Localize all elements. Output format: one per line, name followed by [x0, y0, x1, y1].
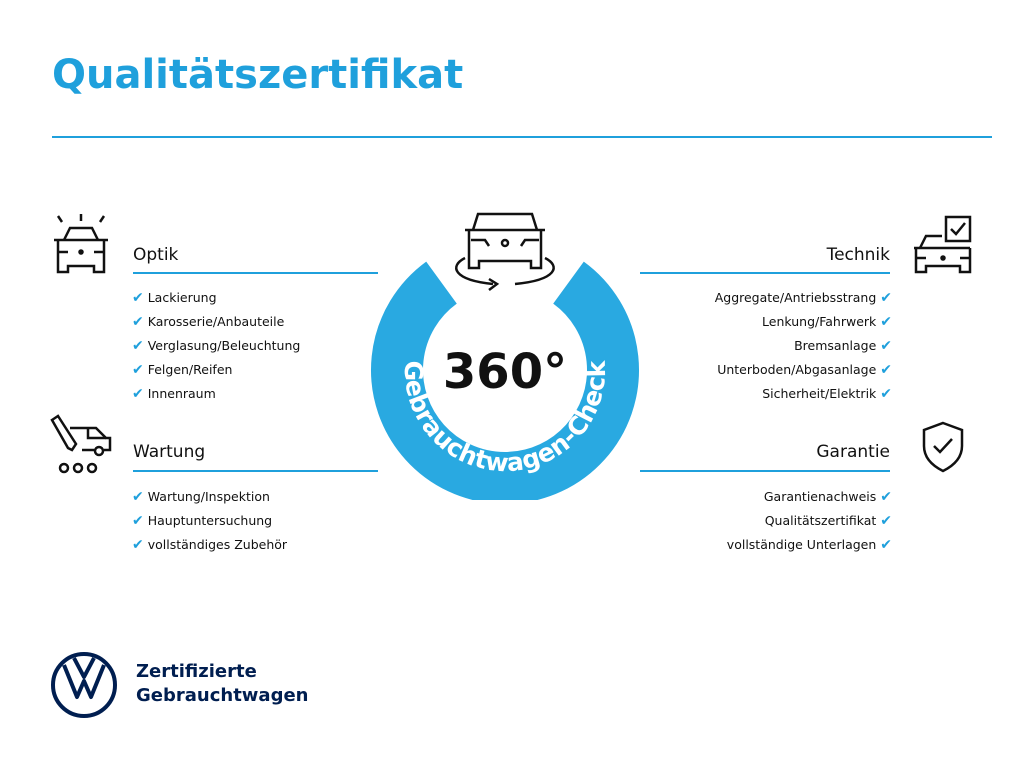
- section-heading-optik: Optik: [133, 245, 179, 265]
- list-item: ✔ Verglasung/Beleuchtung: [132, 338, 301, 354]
- list-item: ✔ vollständiges Zubehör: [132, 537, 288, 553]
- list-item: Lenkung/Fahrwerk ✔: [762, 314, 892, 330]
- list-item: Unterboden/Abgasanlage ✔: [717, 362, 892, 378]
- list-item: Bremsanlage ✔: [794, 338, 892, 354]
- check-icon: ✔: [132, 489, 144, 505]
- check-icon: ✔: [132, 338, 144, 354]
- list-item: vollständige Unterlagen ✔: [726, 537, 892, 553]
- list-item: ✔ Wartung/Inspektion: [132, 489, 270, 505]
- ring-arc: [371, 261, 639, 500]
- check-icon: ✔: [880, 314, 892, 330]
- page-title: Qualitätszertifikat: [52, 52, 464, 98]
- section-divider-wartung: [133, 470, 378, 472]
- check-icon: ✔: [880, 537, 892, 553]
- list-item: ✔ Felgen/Reifen: [132, 362, 233, 378]
- brand-text: Zertifizierte Gebrauchtwagen: [136, 660, 308, 708]
- brand-line-1: Zertifizierte: [136, 661, 257, 682]
- vw-logo: [51, 652, 117, 718]
- list-garantie: Garantienachweis ✔ Qualitätszertifikat ✔…: [727, 485, 892, 557]
- list-item: ✔ Hauptuntersuchung: [132, 513, 273, 529]
- brand-line-2: Gebrauchtwagen: [136, 685, 309, 706]
- title-divider: [52, 136, 992, 138]
- list-item: ✔ Innenraum: [132, 386, 216, 402]
- check-icon: ✔: [132, 513, 144, 529]
- car-checkbox-icon: [912, 214, 974, 276]
- check-icon: ✔: [880, 513, 892, 529]
- list-optik: ✔ Lackierung ✔ Karosserie/Anbauteile ✔ V…: [132, 286, 300, 406]
- shield-check-icon: [920, 420, 966, 474]
- check-icon: ✔: [132, 314, 144, 330]
- check-icon: ✔: [880, 489, 892, 505]
- section-divider-garantie: [640, 470, 890, 472]
- list-item: Garantienachweis ✔: [763, 489, 892, 505]
- check-360-badge: Gebrauchtwagen-Check 360°: [371, 212, 639, 500]
- list-item: Aggregate/Antriebsstrang ✔: [714, 290, 892, 306]
- section-heading-technik: Technik: [826, 245, 890, 265]
- check-icon: ✔: [132, 386, 144, 402]
- check-icon: ✔: [132, 290, 144, 306]
- section-divider-technik: [640, 272, 890, 274]
- service-van-tool-icon: [48, 414, 114, 476]
- list-item: Sicherheit/Elektrik ✔: [762, 386, 892, 402]
- section-heading-wartung: Wartung: [133, 442, 206, 462]
- check-icon: ✔: [880, 338, 892, 354]
- list-technik: Aggregate/Antriebsstrang ✔ Lenkung/Fahrw…: [715, 286, 892, 406]
- check-icon: ✔: [880, 386, 892, 402]
- list-item: ✔ Lackierung: [132, 290, 217, 306]
- car-rotate-icon: [455, 212, 555, 291]
- list-item: ✔ Karosserie/Anbauteile: [132, 314, 285, 330]
- check-icon: ✔: [132, 362, 144, 378]
- section-heading-garantie: Garantie: [816, 442, 890, 462]
- section-divider-optik: [133, 272, 378, 274]
- check-icon: ✔: [880, 290, 892, 306]
- degree-number: 360°: [443, 344, 567, 400]
- check-icon: ✔: [880, 362, 892, 378]
- check-icon: ✔: [132, 537, 144, 553]
- car-lights-icon: [50, 212, 112, 278]
- list-item: Qualitätszertifikat ✔: [764, 513, 892, 529]
- list-wartung: ✔ Wartung/Inspektion ✔ Hauptuntersuchung…: [132, 485, 287, 557]
